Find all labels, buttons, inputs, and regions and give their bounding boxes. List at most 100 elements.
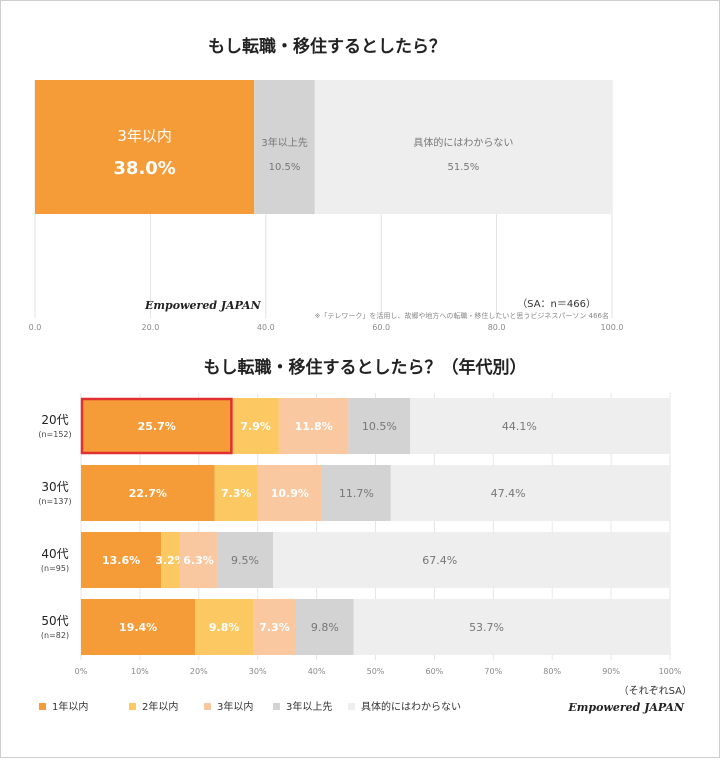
chart1-x-tick-label: 0.0 [29, 323, 42, 332]
chart1-segment-value: 10.5% [269, 162, 301, 173]
chart2-bar-segment [390, 465, 670, 521]
chart2-segment-value: 9.8% [209, 621, 240, 634]
chart2-legend-label: 3年以内 [217, 700, 253, 713]
chart2-legend-label: 2年以内 [142, 700, 178, 713]
chart2-bar-segment [81, 398, 233, 454]
chart1-x-tick-label: 60.0 [372, 323, 390, 332]
chart2-x-tick-label: 70% [484, 667, 502, 676]
chart2-segment-value: 9.8% [311, 621, 339, 634]
chart2-legend-swatch [273, 703, 280, 710]
chart2-row-n: (n=82) [41, 631, 69, 640]
chart2-bar-segment [179, 532, 218, 588]
chart2-segment-value: 44.1% [502, 420, 537, 433]
chart2-x-tick-label: 80% [543, 667, 561, 676]
chart2-row-label: 50代 [41, 614, 68, 628]
chart2-sample-note: （それぞれSA） [619, 685, 692, 697]
chart1-segment-category: 3年以内 [117, 127, 172, 145]
chart1-x-tick-label: 100.0 [601, 323, 624, 332]
chart2-bar-segment [81, 532, 162, 588]
chart2-bar-segment [161, 532, 180, 588]
chart1-segment-value: 38.0% [113, 158, 175, 179]
chart2-bars: 25.7% 7.9% 11.8% 10.5% 44.1% 22.7% 7.3% 10.9% 11… [80, 397, 670, 655]
chart2-segment-value: 6.3% [183, 554, 214, 567]
chart2-x-tick-label: 20% [190, 667, 208, 676]
chart2-x-tick-label: 30% [249, 667, 267, 676]
chart2-segment-value: 13.6% [102, 554, 140, 567]
chart2-segment-value: 7.3% [221, 487, 252, 500]
chart2-legend-swatch [129, 703, 136, 710]
chart2-x-tick-label: 100% [659, 667, 682, 676]
chart2-segment-value: 67.4% [422, 554, 457, 567]
chart2-row-n: (n=95) [41, 564, 69, 573]
chart2-row-label: 30代 [41, 480, 68, 494]
chart2-segment-value: 3.2% [155, 554, 186, 567]
chart1-logo: Empowered JAPAN [144, 299, 262, 312]
chart1-bar-segment [314, 80, 612, 214]
chart1-segment-category: 3年以上先 [261, 136, 307, 149]
chart2-bar-segment [353, 599, 670, 655]
chart2-x-tick-label: 50% [367, 667, 385, 676]
chart2-segment-value: 10.9% [271, 487, 309, 500]
chart2-highlight-frame [80, 397, 233, 455]
chart2-row-label: 40代 [41, 547, 68, 561]
chart2-bar-segment [252, 599, 296, 655]
chart2-bar-segment [217, 532, 274, 588]
chart2-segment-value: 10.5% [362, 420, 397, 433]
chart2-bar-segment [348, 398, 411, 454]
chart2-x-tick-labels: 0% 10% 20% 30% 40% 50% 60% 70% 80% 90% 100% [75, 667, 682, 676]
chart1-footnote: ※「テレワーク」を活用し、故郷や地方への転職・移住したいと思うビジネスパーソン … [315, 311, 609, 320]
chart2-segment-value: 11.7% [339, 487, 374, 500]
chart2-legend-label: 3年以上先 [286, 700, 332, 713]
chart1-x-tick-label: 20.0 [141, 323, 159, 332]
chart2-bar-segment [273, 532, 670, 588]
chart1-segment-category: 具体的にはわからない [413, 136, 513, 149]
chart2-legend-swatch [39, 703, 46, 710]
chart1-sample-note: （SA：n＝466） [517, 298, 596, 310]
chart1-bar-segment [35, 80, 255, 214]
chart2-x-tick-label: 10% [131, 667, 149, 676]
chart2-x-tick-label: 40% [308, 667, 326, 676]
chart2-segment-value: 11.8% [295, 420, 333, 433]
chart2-legend-label: 具体的にはわからない [361, 700, 461, 713]
chart2-row-n: (n=152) [38, 430, 71, 439]
chart2-segment-value: 19.4% [119, 621, 157, 634]
chart2-bar-segment [195, 599, 253, 655]
chart2-bar-segment [81, 599, 196, 655]
chart2-segment-value: 47.4% [491, 487, 526, 500]
chart2-segment-value: 53.7% [469, 621, 504, 634]
chart2-bar-segment [257, 465, 322, 521]
chart2-x-tick-label: 90% [602, 667, 620, 676]
chart2-legend-swatch [204, 703, 211, 710]
chart2-bar-segment [232, 398, 279, 454]
chart1-bar-segment [254, 80, 315, 214]
chart1-x-tick-label: 40.0 [257, 323, 275, 332]
chart2-row-n: (n=137) [38, 497, 71, 506]
chart2-x-tick-label: 0% [75, 667, 88, 676]
chart2-segment-value: 9.5% [231, 554, 259, 567]
chart2-segment-value: 7.3% [259, 621, 290, 634]
chart1-x-tick-labels: 0.0 20.0 40.0 60.0 80.0 100.0 [29, 323, 624, 332]
chart2-bar-segment [81, 465, 215, 521]
chart2-segment-value: 7.9% [240, 420, 271, 433]
chart2-segment-value: 25.7% [138, 420, 176, 433]
chart2-bar-segment [214, 465, 258, 521]
chart2-bar-segment [410, 398, 670, 454]
chart2-legend-label: 1年以内 [52, 700, 88, 713]
chart2-logo: Empowered JAPAN [567, 701, 685, 714]
chart2-bar-segment [278, 398, 349, 454]
chart2-segment-value: 22.7% [129, 487, 167, 500]
chart2-legend: 1年以内 2年以内 3年以内 3年以上先 具体的にはわからない [39, 700, 461, 713]
chart2-row-labels: 20代 (n=152) 30代 (n=137) 40代 (n=95) 50代 (n=82) [38, 413, 71, 640]
chart1-bars: 3年以内 38.0% 3年以上先 10.5% 具体的にはわからない 51.5% [35, 80, 612, 214]
chart2-title: もし転職・移住するとしたら？（年代別） [204, 357, 527, 378]
chart2-bar-segment [321, 465, 391, 521]
chart2-legend-swatch [348, 703, 355, 710]
chart2-bar-segment [295, 599, 354, 655]
chart2-row-label: 20代 [41, 413, 68, 427]
chart1-segment-value: 51.5% [448, 162, 480, 173]
chart1-x-tick-label: 80.0 [488, 323, 506, 332]
chart1-title: もし転職・移住するとしたら？ [208, 36, 446, 57]
chart2-x-tick-label: 60% [426, 667, 444, 676]
